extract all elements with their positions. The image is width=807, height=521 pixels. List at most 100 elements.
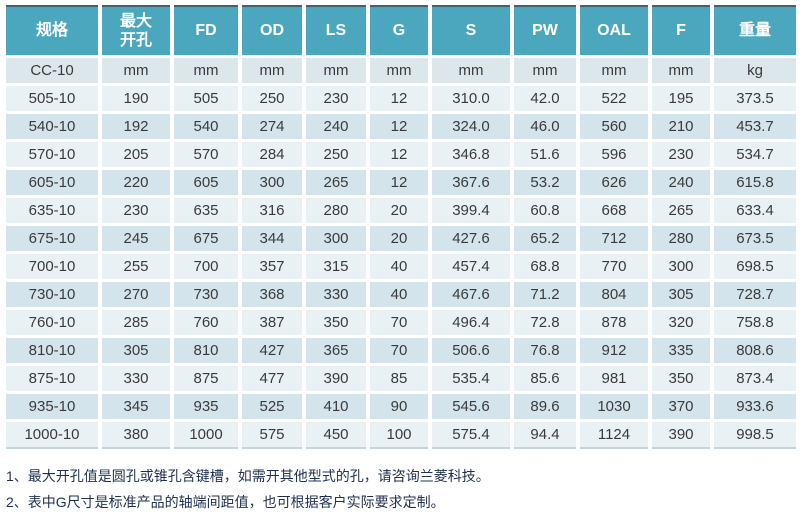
- value-cell: 344: [242, 226, 302, 251]
- value-cell: 560: [580, 114, 648, 139]
- column-header: PW: [514, 5, 576, 55]
- spec-cell: 935-10: [6, 394, 98, 419]
- value-cell: 605: [174, 170, 238, 195]
- value-cell: 280: [652, 226, 710, 251]
- value-cell: 365: [306, 338, 366, 363]
- value-cell: 496.4: [432, 310, 510, 335]
- table-row: 810-10 305 810 427 365 70 506.6 76.8 912 335 808.6: [6, 338, 796, 363]
- value-cell: 60.8: [514, 198, 576, 223]
- value-cell: 350: [652, 366, 710, 391]
- value-cell: 457.4: [432, 254, 510, 279]
- value-cell: 89.6: [514, 394, 576, 419]
- column-header: S: [432, 5, 510, 55]
- value-cell: 933.6: [714, 394, 796, 419]
- value-cell: 675: [174, 226, 238, 251]
- value-cell: 330: [102, 366, 170, 391]
- column-header: F: [652, 5, 710, 55]
- column-header: 最大 开孔: [102, 5, 170, 55]
- value-cell: 270: [102, 282, 170, 307]
- unit-cell: mm: [242, 58, 302, 83]
- value-cell: 100: [370, 422, 428, 449]
- unit-cell: mm: [514, 58, 576, 83]
- table-body: CC-10 mm mm mm mm mm mm mm mm mm kg 505-10 190 505 250…: [6, 58, 796, 449]
- value-cell: 633.4: [714, 198, 796, 223]
- value-cell: 673.5: [714, 226, 796, 251]
- value-cell: 399.4: [432, 198, 510, 223]
- value-cell: 20: [370, 198, 428, 223]
- value-cell: 998.5: [714, 422, 796, 449]
- value-cell: 1030: [580, 394, 648, 419]
- spec-cell: 505-10: [6, 86, 98, 111]
- value-cell: 250: [242, 86, 302, 111]
- spec-cell: 810-10: [6, 338, 98, 363]
- column-header: OAL: [580, 5, 648, 55]
- value-cell: 72.8: [514, 310, 576, 335]
- value-cell: 324.0: [432, 114, 510, 139]
- value-cell: 981: [580, 366, 648, 391]
- value-cell: 210: [652, 114, 710, 139]
- value-cell: 698.5: [714, 254, 796, 279]
- table-row: 875-10 330 875 477 390 85 535.4 85.6 981 350 873.4: [6, 366, 796, 391]
- value-cell: 255: [102, 254, 170, 279]
- value-cell: 40: [370, 254, 428, 279]
- value-cell: 635: [174, 198, 238, 223]
- value-cell: 230: [102, 198, 170, 223]
- value-cell: 70: [370, 310, 428, 335]
- value-cell: 346.8: [432, 142, 510, 167]
- value-cell: 758.8: [714, 310, 796, 335]
- column-header: 重量: [714, 5, 796, 55]
- value-cell: 505: [174, 86, 238, 111]
- value-cell: 42.0: [514, 86, 576, 111]
- value-cell: 250: [306, 142, 366, 167]
- unit-cell: mm: [652, 58, 710, 83]
- value-cell: 387: [242, 310, 302, 335]
- value-cell: 410: [306, 394, 366, 419]
- value-cell: 535.4: [432, 366, 510, 391]
- table-header: 规格 最大 开孔 FD OD LS G S PW OAL F 重量: [6, 5, 796, 55]
- value-cell: 875: [174, 366, 238, 391]
- table-row: 675-10 245 675 344 300 20 427.6 65.2 712 280 673.5: [6, 226, 796, 251]
- value-cell: 367.6: [432, 170, 510, 195]
- column-header: OD: [242, 5, 302, 55]
- header-row: 规格 最大 开孔 FD OD LS G S PW OAL F 重量: [6, 5, 796, 55]
- value-cell: 230: [306, 86, 366, 111]
- value-cell: 65.2: [514, 226, 576, 251]
- value-cell: 68.8: [514, 254, 576, 279]
- value-cell: 53.2: [514, 170, 576, 195]
- value-cell: 575.4: [432, 422, 510, 449]
- footnote-1: 1、最大开孔值是圆孔或锥孔含键槽，如需开其他型式的孔，请咨询兰菱科技。: [6, 468, 490, 484]
- value-cell: 450: [306, 422, 366, 449]
- value-cell: 316: [242, 198, 302, 223]
- table-row: 635-10 230 635 316 280 20 399.4 60.8 668 265 633.4: [6, 198, 796, 223]
- value-cell: 873.4: [714, 366, 796, 391]
- value-cell: 390: [306, 366, 366, 391]
- value-cell: 935: [174, 394, 238, 419]
- spec-cell: 730-10: [6, 282, 98, 307]
- value-cell: 1124: [580, 422, 648, 449]
- value-cell: 195: [652, 86, 710, 111]
- value-cell: 192: [102, 114, 170, 139]
- value-cell: 94.4: [514, 422, 576, 449]
- unit-cell: kg: [714, 58, 796, 83]
- value-cell: 285: [102, 310, 170, 335]
- spec-cell: 760-10: [6, 310, 98, 335]
- value-cell: 76.8: [514, 338, 576, 363]
- value-cell: 506.6: [432, 338, 510, 363]
- value-cell: 626: [580, 170, 648, 195]
- footnotes: 1、最大开孔值是圆孔或锥孔含键槽，如需开其他型式的孔，请咨询兰菱科技。 2、表中…: [6, 464, 807, 516]
- value-cell: 335: [652, 338, 710, 363]
- value-cell: 284: [242, 142, 302, 167]
- column-header: 规格: [6, 5, 98, 55]
- value-cell: 615.8: [714, 170, 796, 195]
- value-cell: 878: [580, 310, 648, 335]
- value-cell: 668: [580, 198, 648, 223]
- value-cell: 540: [174, 114, 238, 139]
- value-cell: 265: [306, 170, 366, 195]
- value-cell: 373.5: [714, 86, 796, 111]
- value-cell: 534.7: [714, 142, 796, 167]
- value-cell: 85: [370, 366, 428, 391]
- value-cell: 305: [102, 338, 170, 363]
- value-cell: 760: [174, 310, 238, 335]
- value-cell: 730: [174, 282, 238, 307]
